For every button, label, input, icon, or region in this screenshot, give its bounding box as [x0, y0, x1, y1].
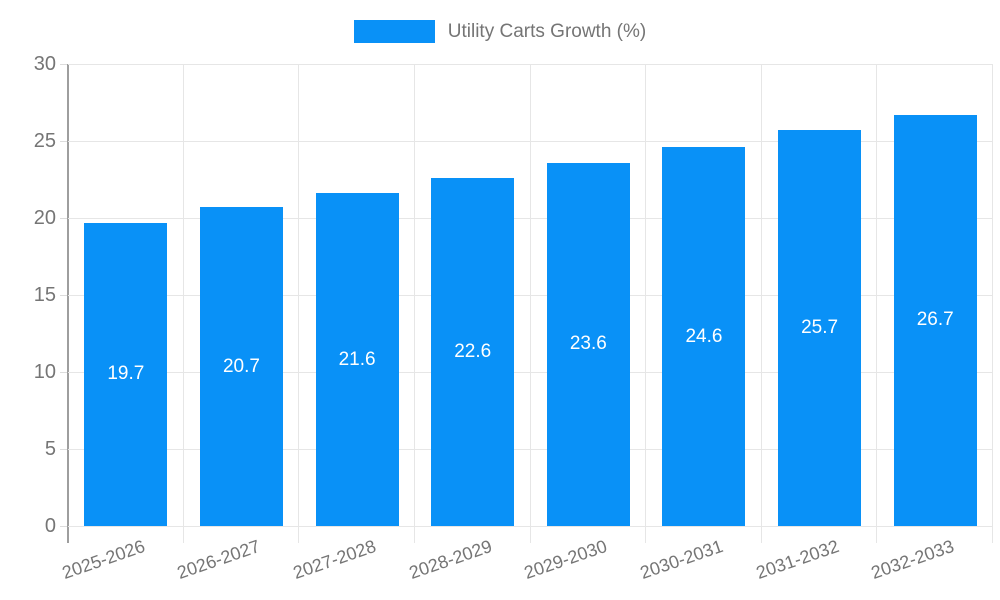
gridline [68, 295, 993, 296]
bar-value-label: 23.6 [569, 333, 607, 355]
bar[interactable]: 23.6 [546, 162, 630, 526]
x-tick-label: 2030-2031 [637, 536, 726, 583]
gridline [182, 64, 184, 543]
bar-value-label: 24.6 [685, 325, 723, 347]
bar[interactable]: 25.7 [778, 130, 862, 526]
x-tick-label: 2026-2027 [175, 536, 263, 583]
gridline [413, 64, 415, 543]
gridline [876, 64, 878, 543]
bar-value-label: 25.7 [801, 317, 839, 339]
bar[interactable]: 26.7 [893, 114, 977, 526]
gridline [645, 64, 647, 543]
bar-value-label: 26.7 [916, 309, 954, 331]
y-axis-tick [60, 295, 67, 296]
gridline [68, 218, 993, 219]
gridline [68, 526, 993, 527]
gridline [760, 64, 762, 543]
chart-legend[interactable]: Utility Carts Growth (%) [0, 20, 1000, 43]
legend-label: Utility Carts Growth (%) [447, 20, 647, 42]
y-tick-label: 5 [44, 438, 56, 460]
x-tick-label: 2025-2026 [59, 536, 148, 583]
gridline [298, 64, 300, 543]
x-tick-label: 2028-2029 [406, 536, 495, 583]
y-tick-label: 30 [33, 53, 56, 75]
y-tick-label: 20 [33, 207, 56, 229]
gridline [68, 64, 993, 65]
bar[interactable]: 22.6 [431, 177, 515, 526]
y-tick-label: 25 [33, 130, 56, 152]
bar[interactable]: 19.7 [84, 222, 168, 526]
x-tick-label: 2031-2032 [753, 536, 842, 583]
gridline [68, 372, 993, 373]
y-tick-label: 10 [33, 361, 56, 383]
y-axis-line [67, 64, 69, 543]
y-axis-tick [60, 218, 67, 219]
y-axis-tick [60, 526, 67, 527]
bar-value-label: 19.7 [107, 363, 145, 385]
plot-area: 19.7 20.7 21.6 22.6 23.6 24.6 25.7 26.7 [68, 64, 993, 543]
x-tick-label: 2027-2028 [290, 536, 379, 583]
gridline [68, 449, 993, 450]
bar-value-label: 22.6 [454, 340, 492, 362]
x-tick-label: 2032-2033 [868, 536, 957, 583]
y-axis-tick [60, 64, 67, 65]
gridline [68, 141, 993, 142]
y-axis-tick [60, 141, 67, 142]
gridline [529, 64, 531, 543]
bar[interactable]: 24.6 [662, 147, 746, 526]
legend-swatch-icon [353, 20, 435, 43]
y-tick-label: 15 [33, 284, 56, 306]
bar[interactable]: 21.6 [315, 193, 399, 526]
gridline [992, 64, 993, 543]
x-tick-label: 2029-2030 [521, 536, 610, 583]
bar[interactable]: 20.7 [199, 207, 283, 526]
bar-value-label: 21.6 [338, 348, 376, 370]
y-tick-label: 0 [44, 515, 56, 537]
y-axis-tick [60, 449, 67, 450]
y-axis-tick [60, 372, 67, 373]
bar-value-label: 20.7 [222, 355, 260, 377]
